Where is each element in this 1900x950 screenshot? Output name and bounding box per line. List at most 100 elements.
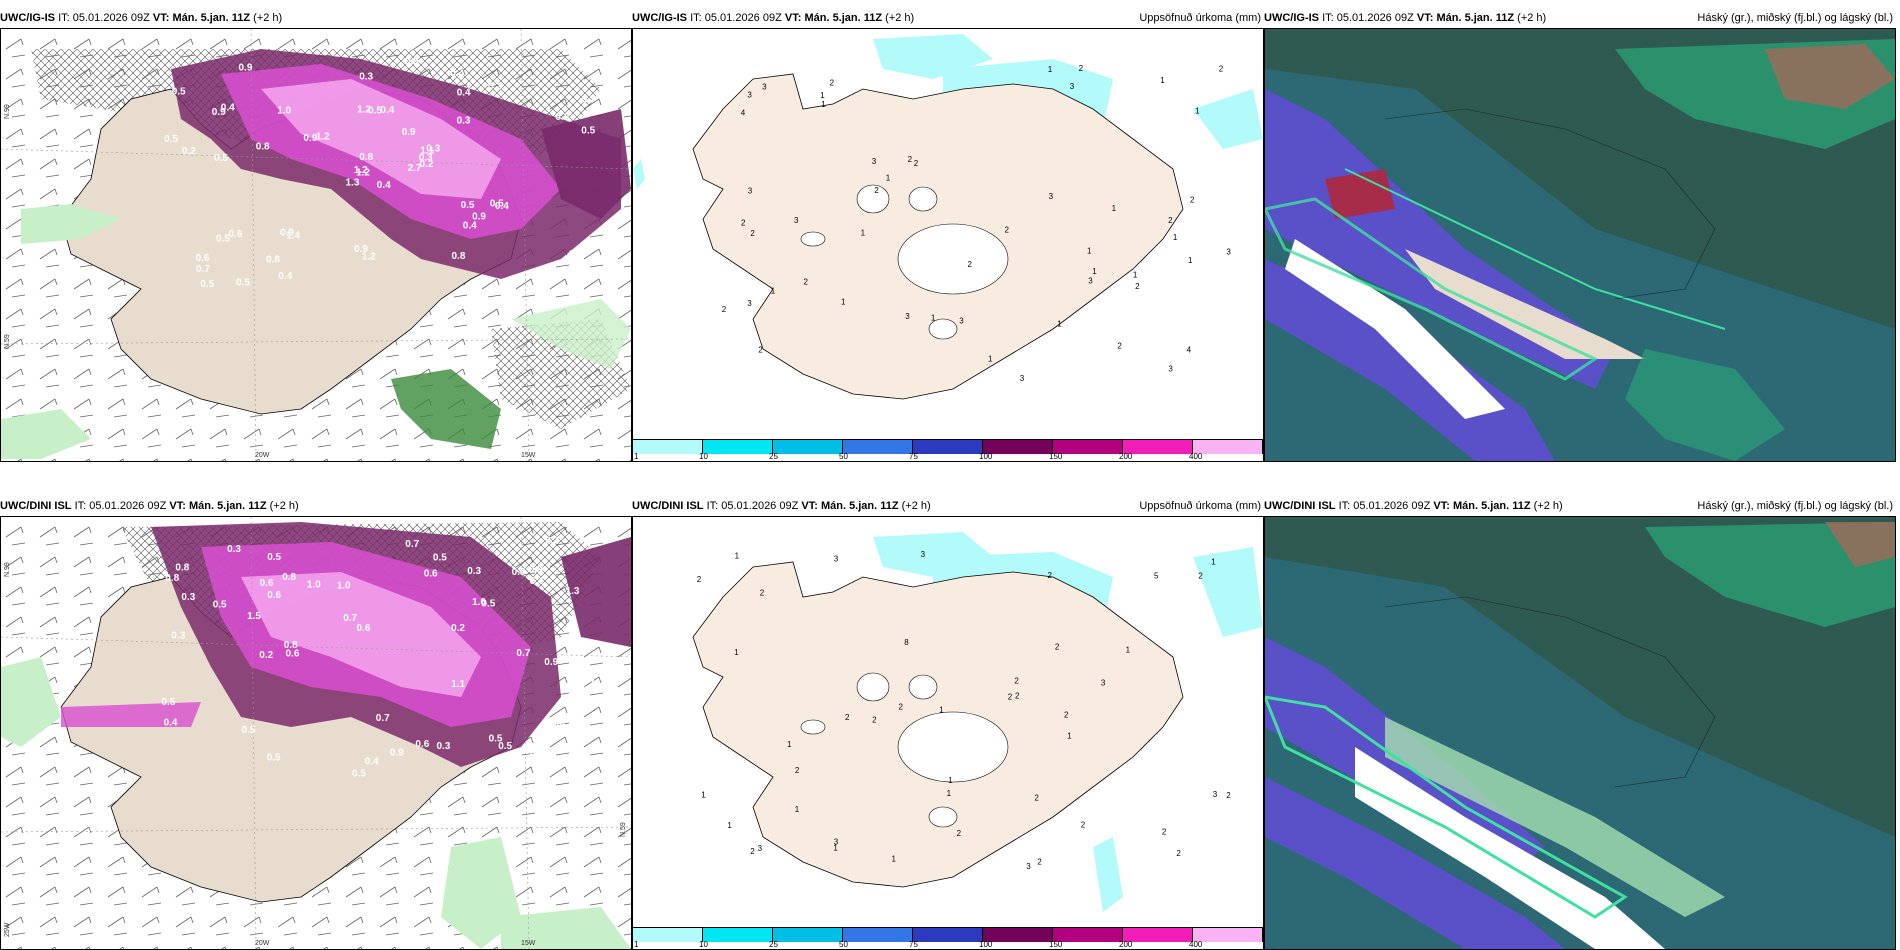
value-label: 0.3 xyxy=(437,741,451,752)
colorbar-tick: 200 xyxy=(1119,940,1133,949)
value-label: 2 xyxy=(750,229,755,238)
glacier-myrdalsjokull xyxy=(928,318,958,340)
value-label: 2 xyxy=(1117,342,1122,351)
cloud-cover-map xyxy=(1265,517,1895,949)
value-label: 2 xyxy=(1037,858,1042,867)
colorbar-tick: 400 xyxy=(1189,940,1203,949)
value-label: 2 xyxy=(1190,195,1195,204)
value-label: 0.5 xyxy=(216,233,230,244)
value-label: 2 xyxy=(697,575,702,584)
colorbar-tick: 150 xyxy=(1049,452,1063,461)
map-frame[interactable]: N.99 N.59 20W 15W 0.4 0.9 1.2 0.6 1.1 1.4 0.4 0… xyxy=(0,28,632,462)
vt-value: Mán. 5.jan. 11Z xyxy=(804,12,883,24)
value-label: 0.7 xyxy=(580,679,594,690)
value-label: 1 xyxy=(1188,256,1193,265)
colorbar-tick: 25 xyxy=(769,452,778,461)
value-label: 2 xyxy=(1064,711,1069,720)
it-label: IT: xyxy=(706,500,719,512)
value-label: 0.4 xyxy=(164,717,178,728)
panel-header: UWC/IG-IS IT: 05.01.2026 09Z VT: Mán. 5.… xyxy=(1264,8,1896,28)
value-label: 0.5 xyxy=(498,741,512,752)
colorbar: 1 10 25 50 75 100 150 200 400 xyxy=(633,439,1263,461)
colorbar-tick: 150 xyxy=(1049,940,1063,949)
value-label: 3 xyxy=(1101,678,1106,687)
value-label: 2 xyxy=(804,278,809,287)
colorbar-swatch xyxy=(633,928,703,942)
value-label: 0.3 xyxy=(171,631,185,642)
value-label: 2 xyxy=(1219,64,1224,73)
precip-value-labels: 0.40.91.20.61.11.40.40.40.42.70.90.80.50… xyxy=(164,57,596,290)
value-label: 2 xyxy=(750,847,755,856)
colorbar-tick: 400 xyxy=(1189,452,1203,461)
precip-value-labels: 0.3 0.60.20.40.80.51.10.60.90.71.20.81.00… xyxy=(161,535,594,779)
vt-label: VT: xyxy=(1433,500,1450,512)
value-label: 0.8 xyxy=(512,567,526,578)
map-frame[interactable] xyxy=(1264,516,1896,950)
vt-label: VT: xyxy=(784,12,802,24)
precip-light-region xyxy=(261,79,501,199)
value-label: 0.9 xyxy=(544,657,558,668)
value-label: 0.5 xyxy=(214,153,228,164)
value-label: 0.8 xyxy=(175,562,189,573)
value-label: 1.0 xyxy=(337,580,351,591)
lon-label-20w: 20W xyxy=(255,452,270,459)
value-label: 0.7 xyxy=(516,648,530,659)
lat-label-right: N.59 xyxy=(620,822,627,837)
value-label: 1 xyxy=(1195,106,1200,115)
value-label: 0.7 xyxy=(376,713,390,724)
colorbar-tick: 200 xyxy=(1119,452,1133,461)
value-label: 1 xyxy=(1126,645,1131,654)
value-label: 0.3 xyxy=(359,72,373,83)
value-label: 0.3 xyxy=(545,535,559,546)
colorbar-swatch xyxy=(1053,440,1123,454)
value-label: 2 xyxy=(722,305,727,314)
colorbar-swatch xyxy=(773,440,843,454)
value-label: 1 xyxy=(1048,65,1053,74)
lon-label-20w: 20W xyxy=(255,940,270,947)
value-label: 2 xyxy=(1055,643,1060,652)
model-name: UWC/IG-IS xyxy=(0,12,55,24)
it-label: IT: xyxy=(74,500,87,512)
value-label: 0.5 xyxy=(405,57,419,68)
value-label: 0.4 xyxy=(450,69,464,80)
value-label: 0.7 xyxy=(196,264,210,275)
vt-value: Mán. 5.jan. 11Z xyxy=(820,500,899,512)
value-label: 3 xyxy=(762,83,767,92)
coastline xyxy=(1384,108,1716,300)
value-label: 0.4 xyxy=(221,103,235,114)
value-label: 0.7 xyxy=(343,613,357,624)
precip-map: N.99 25W N.59 20W 15W 0.3 0.60.20.40.80.5… xyxy=(1,517,631,949)
value-label: 1.0 xyxy=(472,597,486,608)
panel-igis-precip-type: UWC/IG-IS IT: 05.01.2026 09Z VT: Mán. 5.… xyxy=(0,8,632,462)
value-label: 0.7 xyxy=(405,539,419,550)
value-label: 2 xyxy=(758,346,763,355)
vt-value: Mán. 5.jan. 11Z xyxy=(1452,500,1531,512)
value-label: 3 xyxy=(1070,82,1075,91)
value-label: 2 xyxy=(1015,692,1020,701)
value-label: 0.8 xyxy=(284,640,298,651)
map-frame[interactable]: N.99 25W N.59 20W 15W 0.3 0.6 0.2 0.4 0.8 0.5… xyxy=(0,516,632,950)
value-label: 0.3 xyxy=(457,116,471,127)
value-label: 0.2 xyxy=(451,623,465,634)
value-label: 1 xyxy=(787,740,792,749)
value-label: 0.6 xyxy=(267,590,281,601)
value-label: 0.5 xyxy=(433,553,447,564)
value-label: 4 xyxy=(1187,346,1192,355)
value-label: 3 xyxy=(794,216,799,225)
value-label: 0.4 xyxy=(463,221,477,232)
value-label: 3 xyxy=(758,844,763,853)
lead-time: (+2 h) xyxy=(253,12,283,24)
value-label: 1.2 xyxy=(362,252,376,263)
value-label: 3 xyxy=(834,838,839,847)
value-label: 0.6 xyxy=(415,739,429,750)
value-label: 2 xyxy=(1081,821,1086,830)
map-frame[interactable] xyxy=(1264,28,1896,462)
value-label: 0.9 xyxy=(402,127,416,138)
value-label: 3 xyxy=(1088,277,1093,286)
value-label: 0.2 xyxy=(182,146,196,157)
value-label: 3 xyxy=(1020,374,1025,383)
value-label: 2 xyxy=(1014,677,1019,686)
lead-time: (+2 h) xyxy=(1533,500,1563,512)
